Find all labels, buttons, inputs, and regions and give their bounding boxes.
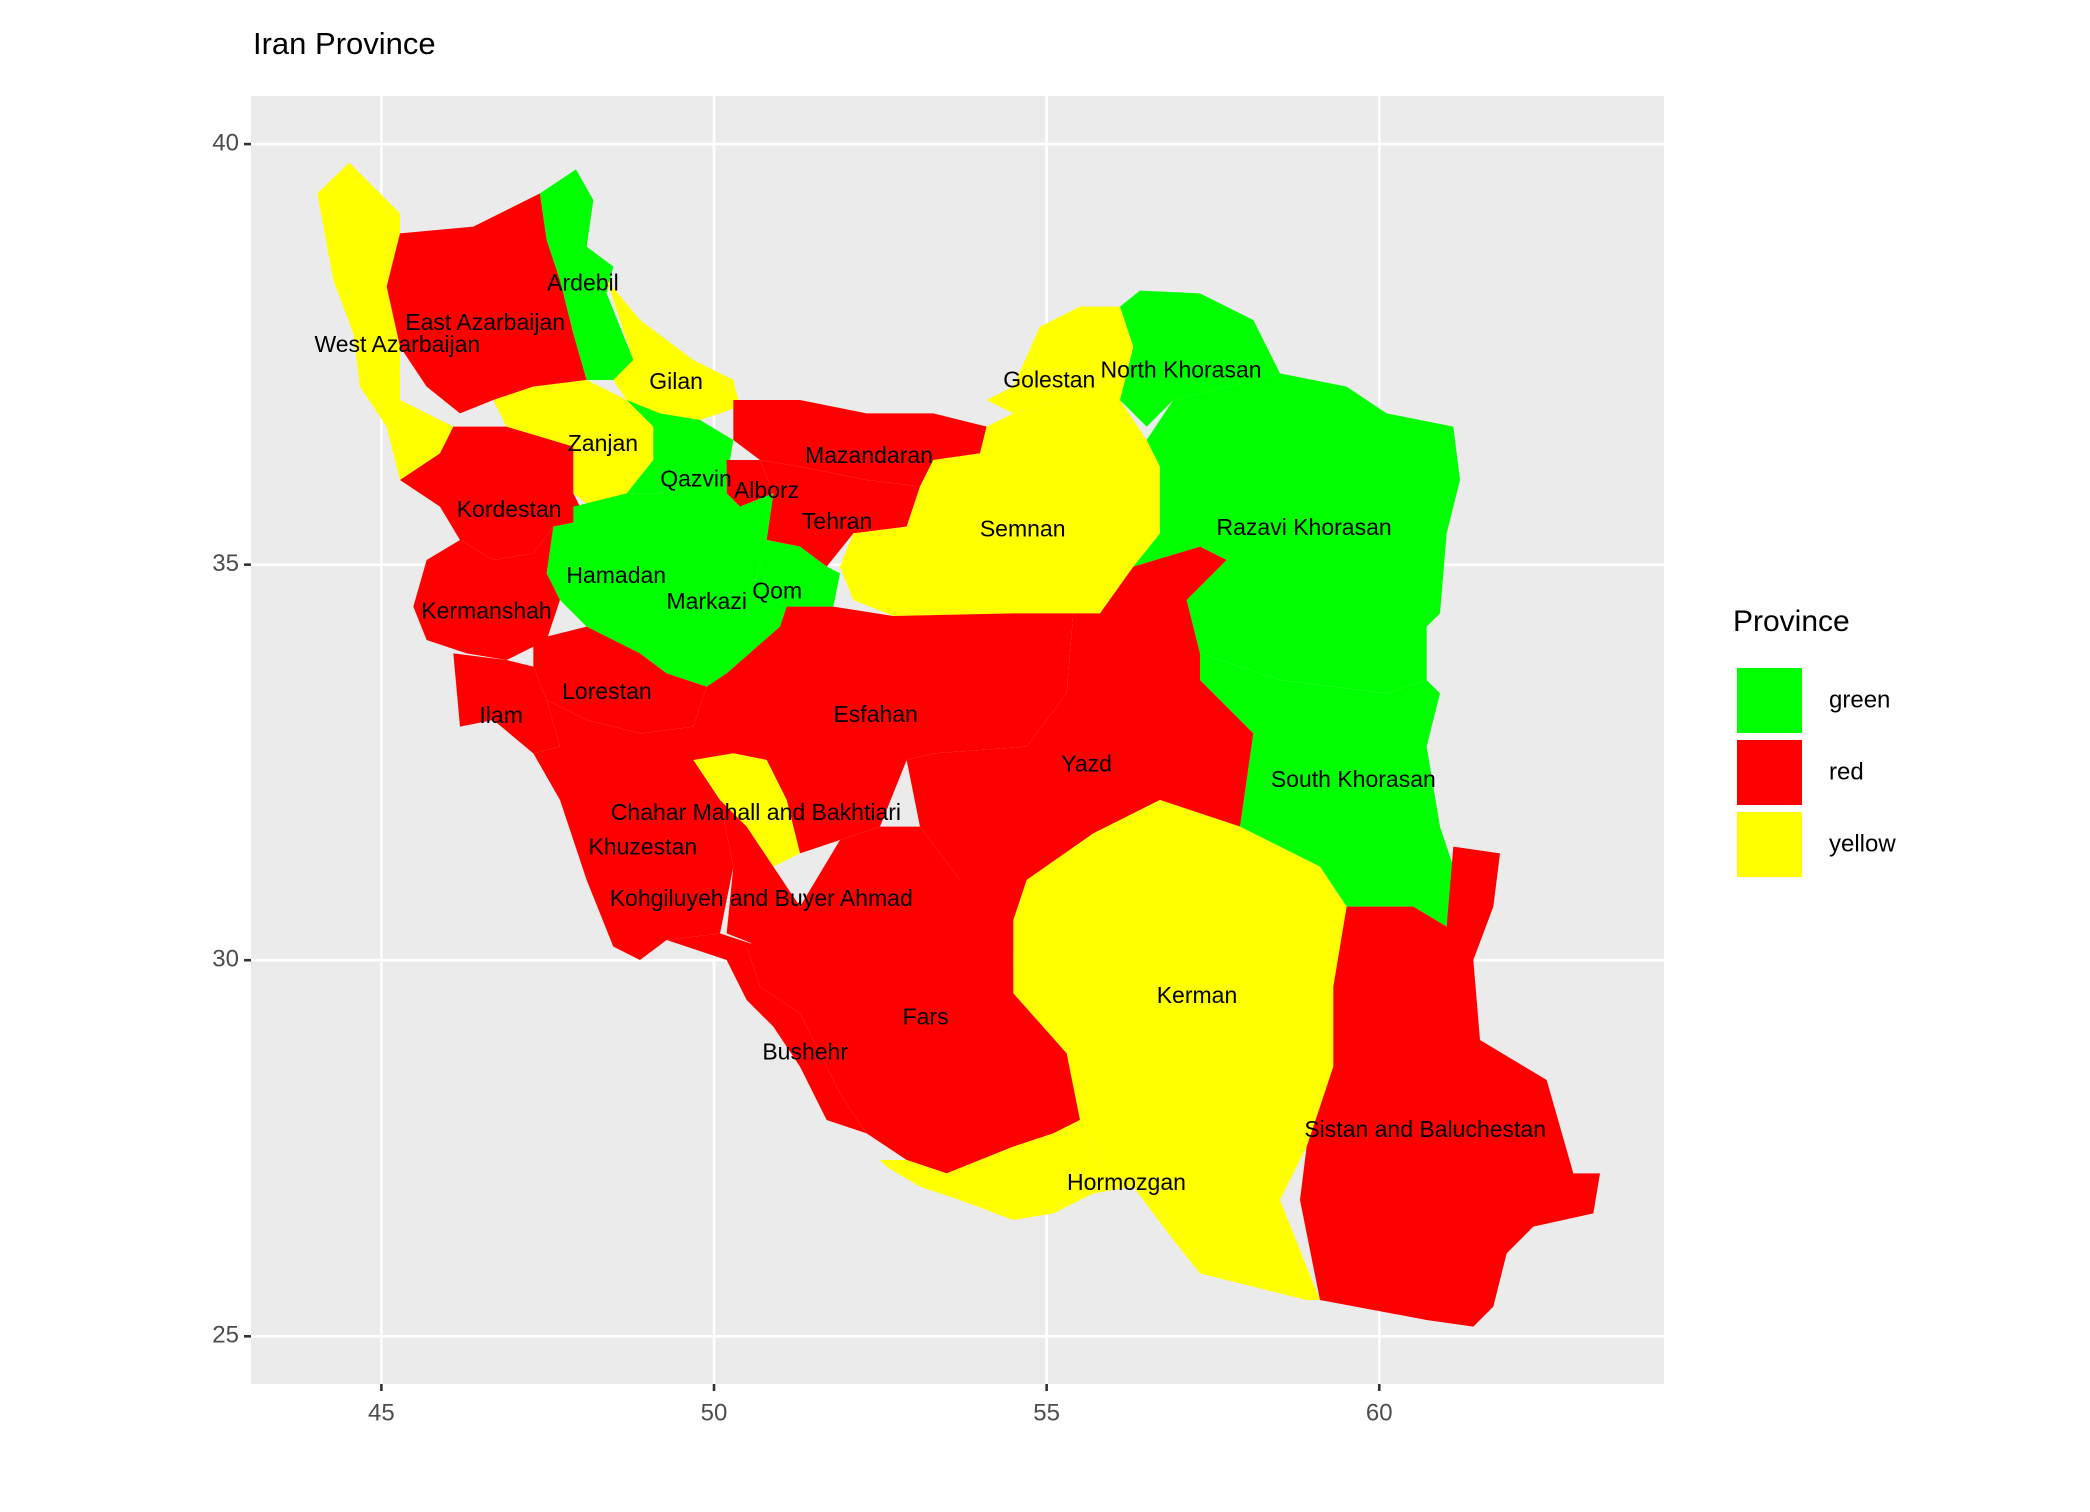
- province-shape: [413, 526, 560, 660]
- province-label: Esfahan: [833, 701, 917, 727]
- province-label: North Khorasan: [1100, 356, 1261, 382]
- province-shape: [626, 399, 734, 494]
- province-label: Gilan: [649, 368, 703, 394]
- province-shape: [453, 653, 560, 754]
- legend: green red yellow: [1735, 666, 1896, 879]
- province-shape: [533, 626, 707, 734]
- province-shape: [666, 933, 867, 1134]
- province-shape: [386, 193, 587, 414]
- province-shape: [573, 479, 787, 687]
- y-tick-label: 35: [212, 550, 239, 577]
- province-label: Kordestan: [457, 496, 562, 522]
- province-shape: [1013, 799, 1347, 1300]
- province-shape: [317, 162, 454, 480]
- province-label: Chahar Mahall and Bakhtiari: [611, 799, 901, 825]
- province-shape: [726, 459, 774, 507]
- province-shape: [399, 426, 587, 560]
- province-shape: [906, 546, 1254, 880]
- province-label: Razavi Khorasan: [1217, 514, 1392, 540]
- province-label: Kermanshah: [421, 598, 551, 624]
- x-tick-label: 55: [1033, 1399, 1060, 1426]
- province-label: Yazd: [1061, 750, 1112, 776]
- province-label: Qazvin: [660, 465, 732, 491]
- province-label: Bushehr: [762, 1039, 848, 1065]
- province-label: South Khorasan: [1271, 766, 1436, 792]
- province-shape: [606, 279, 740, 420]
- province-shape: [839, 399, 1160, 616]
- province-shape: [533, 699, 734, 960]
- legend-key: [1735, 738, 1804, 807]
- province-label: Ardebil: [547, 269, 619, 295]
- province-label: Zanjan: [568, 430, 638, 456]
- province-label: Fars: [903, 1004, 949, 1030]
- province-label: West Azarbaijan: [314, 331, 480, 357]
- province-label: Qom: [752, 577, 802, 603]
- province-shape: [693, 753, 800, 867]
- province-shape: [693, 606, 1074, 854]
- province-shape: [1119, 290, 1280, 427]
- province-shape: [733, 399, 987, 487]
- province-label: Kerman: [1157, 982, 1238, 1008]
- x-tick-label: 50: [701, 1399, 728, 1426]
- province-label: East Azarbaijan: [405, 309, 565, 335]
- legend-label: green: [1829, 686, 1890, 713]
- province-label: Semnan: [980, 515, 1066, 541]
- province-label: Ilam: [479, 702, 522, 728]
- legend-title: Province: [1733, 605, 1850, 638]
- y-tick-label: 40: [212, 129, 239, 156]
- province-label: Sistan and Baluchestan: [1304, 1116, 1546, 1142]
- province-label: Khuzestan: [588, 834, 697, 860]
- legend-key: [1735, 810, 1804, 879]
- province-label: Hamadan: [566, 562, 666, 588]
- legend-key: [1735, 666, 1804, 735]
- y-tick-label: 30: [212, 946, 239, 973]
- province-label: Kohgiluyeh and Buyer Ahmad: [610, 885, 913, 911]
- province-shape: [759, 459, 920, 567]
- province-label: Tehran: [802, 508, 872, 534]
- province-label: Mazandaran: [805, 442, 933, 468]
- axes: 45 50 55 60 25 30 35 40: [212, 129, 1392, 1426]
- province-shape: [719, 799, 800, 947]
- province-shape: [753, 539, 840, 607]
- legend-label: red: [1829, 758, 1864, 785]
- province-label: Golestan: [1003, 366, 1095, 392]
- province-shapes: [317, 162, 1600, 1327]
- province-label: Alborz: [734, 477, 799, 503]
- province-shape: [539, 169, 634, 380]
- x-tick-label: 60: [1366, 1399, 1393, 1426]
- province-shape: [986, 306, 1134, 414]
- y-tick-label: 25: [212, 1322, 239, 1349]
- x-tick-label: 45: [368, 1399, 395, 1426]
- legend-label: yellow: [1829, 830, 1896, 857]
- province-shape: [746, 826, 1080, 1174]
- province-label: Lorestan: [562, 678, 652, 704]
- province-label: Markazi: [666, 588, 747, 614]
- chart-title: Iran Province: [253, 26, 436, 61]
- province-shape: [1133, 373, 1460, 694]
- province-shape: [1199, 653, 1454, 927]
- province-shape: [546, 519, 627, 627]
- province-label: Hormozgan: [1067, 1169, 1186, 1195]
- province-shape: [879, 1119, 1320, 1300]
- province-shape: [1299, 846, 1600, 1327]
